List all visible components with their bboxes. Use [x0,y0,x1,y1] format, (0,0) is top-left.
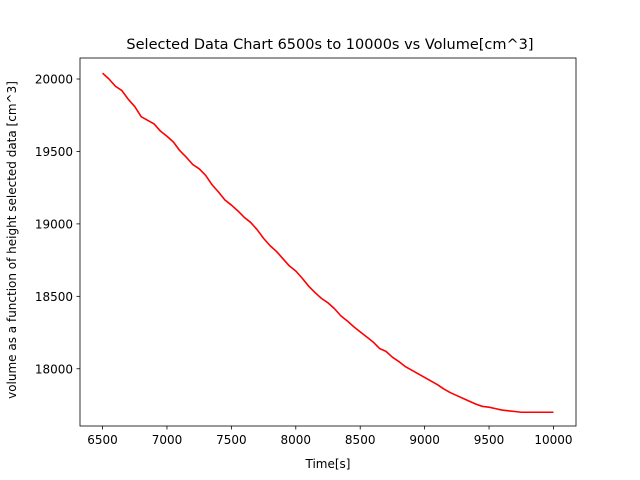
x-tick-label: 10000 [534,433,572,447]
series-line-0 [102,72,554,414]
y-tick-label: 19000 [35,217,73,231]
x-tick-label: 9000 [409,433,440,447]
x-tick-label: 8000 [281,433,312,447]
chart-title: Selected Data Chart 6500s to 10000s vs V… [126,37,533,53]
x-tick-label: 9500 [474,433,505,447]
y-tick-label: 18500 [35,290,73,304]
x-tick-label: 8500 [345,433,376,447]
y-axis-label: volume as a function of height selected … [5,81,19,399]
y-tick-label: 20000 [35,73,73,87]
y-tick-label: 19500 [35,145,73,159]
x-tick-label: 7000 [152,433,183,447]
plot-area: 6500 7000 7500 8000 8500 9000 9500 10000 18000 18… [35,57,577,447]
plot-frame [79,57,577,427]
x-tick-label: 7500 [216,433,247,447]
y-tick-label: 18000 [35,362,73,376]
x-axis-label: Time[s] [305,457,351,471]
x-tick-label: 6500 [87,433,118,447]
